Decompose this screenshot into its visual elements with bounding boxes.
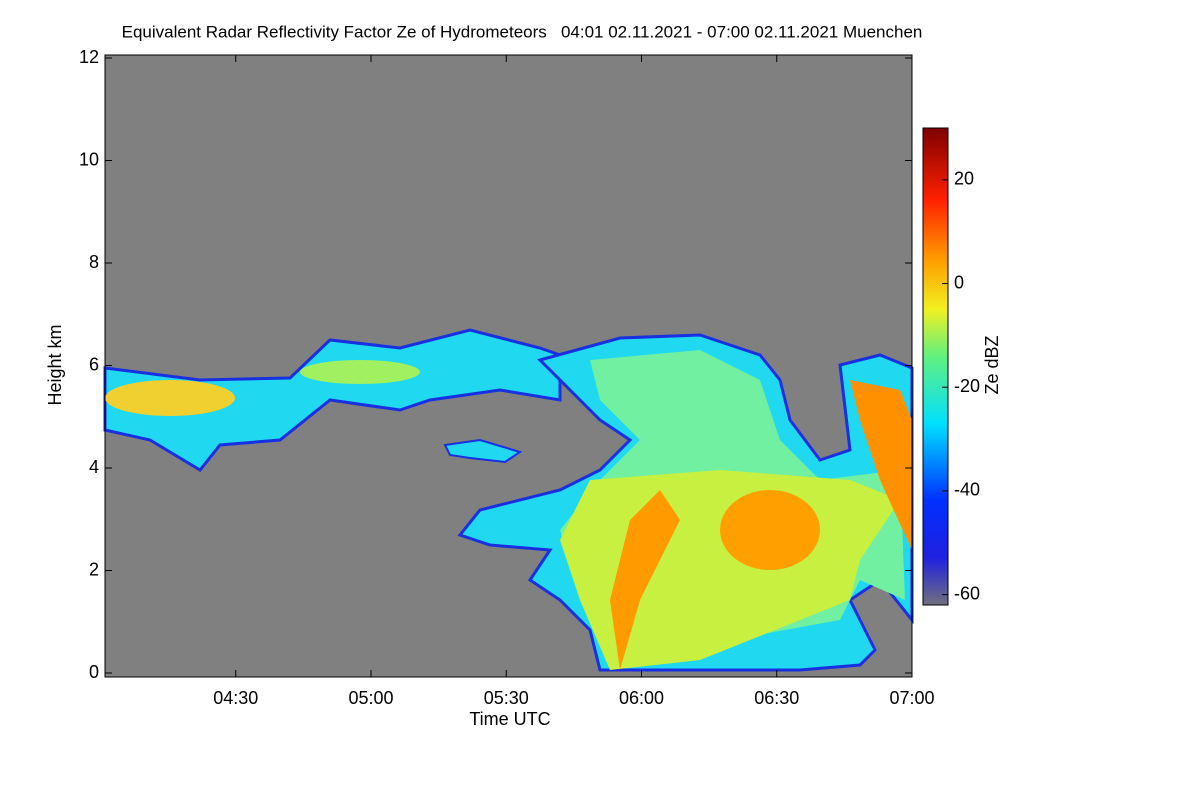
x-tick-label: 06:00 bbox=[619, 688, 664, 708]
y-tick-label: 0 bbox=[89, 662, 99, 682]
x-tick-label: 07:00 bbox=[889, 688, 934, 708]
radar-field bbox=[103, 55, 914, 677]
y-tick-label: 12 bbox=[79, 47, 99, 67]
x-tick-label: 05:30 bbox=[484, 688, 529, 708]
y-tick-label: 8 bbox=[89, 252, 99, 272]
colorbar-tick-label: -60 bbox=[954, 583, 980, 603]
x-tick-label: 04:30 bbox=[213, 688, 258, 708]
x-tick-label: 05:00 bbox=[348, 688, 393, 708]
y-tick-label: 2 bbox=[89, 559, 99, 579]
chart-title: Equivalent Radar Reflectivity Factor Ze … bbox=[122, 22, 923, 41]
y-axis-label: Height km bbox=[45, 324, 65, 405]
x-tick-label: 06:30 bbox=[754, 688, 799, 708]
colorbar-tick-label: -20 bbox=[954, 376, 980, 396]
colorbar-tick-label: -40 bbox=[954, 480, 980, 500]
y-tick-label: 6 bbox=[89, 354, 99, 374]
colorbar-tick-label: 20 bbox=[954, 169, 974, 189]
y-tick-label: 4 bbox=[89, 457, 99, 477]
colorbar-tick-label: 0 bbox=[954, 272, 964, 292]
colorbar-label: Ze dBZ bbox=[982, 335, 1002, 394]
y-tick-label: 10 bbox=[79, 149, 99, 169]
x-axis-label: Time UTC bbox=[469, 709, 550, 729]
colorbar bbox=[922, 127, 949, 606]
